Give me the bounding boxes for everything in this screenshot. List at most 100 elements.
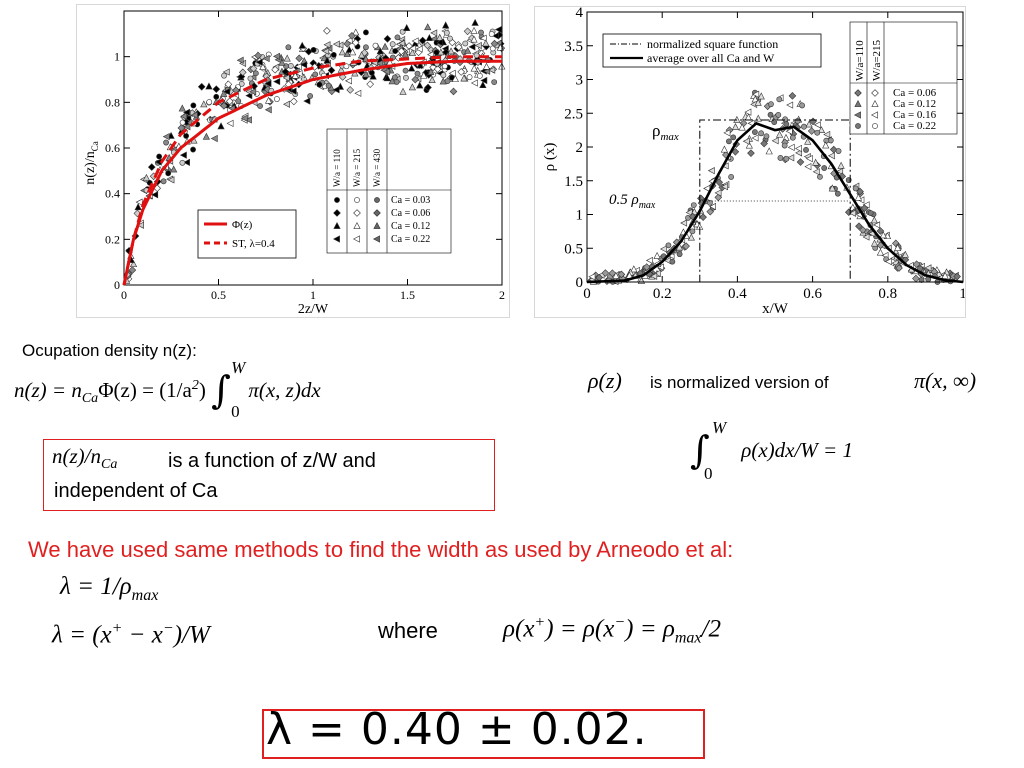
left-data-point: [430, 29, 438, 37]
left-data-point: [222, 68, 230, 76]
left-legend-marker: [354, 197, 360, 203]
right-data-point: [799, 102, 806, 109]
right-data-point: [682, 242, 690, 250]
left-data-point: [482, 62, 491, 70]
left-data-point: [376, 47, 384, 55]
left-legend-marker: [352, 235, 360, 243]
left-ticks: 0 0.5 1 1.5 2 0 0.2 0.4 0.6 0.8 1: [105, 11, 505, 302]
left-data-point: [249, 88, 257, 96]
left-data-point: [278, 58, 286, 66]
right-xlabel: x/W: [762, 301, 789, 317]
right-data-point: [856, 187, 864, 196]
right-data-point: [775, 130, 784, 138]
right-data-point: [794, 144, 802, 153]
right-data-point: [854, 193, 863, 201]
left-data-point: [247, 75, 254, 82]
left-ytick-label: 1: [114, 50, 120, 64]
pi-inf-expression: π(x, ∞): [914, 368, 977, 393]
right-data-point: [876, 227, 885, 235]
left-data-point: [147, 163, 156, 171]
left-data-point: [479, 81, 487, 89]
right-legend-markers: [853, 89, 879, 129]
right-data-point: [814, 129, 821, 136]
legend-phi-label: Φ(z): [232, 219, 253, 231]
right-ytick-label: 3.5: [564, 39, 583, 55]
left-data-point: [165, 170, 172, 177]
left-data-point: [212, 85, 221, 93]
left-data-point: [298, 41, 306, 49]
right-data-point: [760, 139, 768, 148]
left-data-point: [474, 41, 482, 50]
right-ytick-label: 0.5: [564, 241, 583, 257]
right-legend-marker: [854, 99, 862, 107]
left-data-point: [363, 29, 369, 36]
right-ylabel: ρ (x): [542, 143, 558, 172]
left-data-point: [415, 45, 423, 53]
left-data-point: [206, 99, 213, 105]
right-data-point: [601, 269, 610, 277]
right-data-point: [730, 134, 737, 141]
right-data-point: [714, 189, 722, 197]
right-data-point: [645, 256, 653, 265]
right-data-point: [835, 148, 842, 154]
left-data-point: [190, 102, 197, 109]
left-data-point: [220, 102, 228, 110]
right-data-point: [783, 155, 790, 162]
right-chart: 0 0.2 0.4 0.6 0.8 1 0 0.5 1 1.5 2 2.5 3 3.5 4 x/W ρ (x…: [534, 5, 967, 318]
left-data-point: [343, 40, 352, 48]
left-data-point: [478, 29, 484, 36]
right-data-point: [675, 243, 684, 251]
right-data-point: [777, 155, 784, 161]
left-data-point: [322, 47, 330, 55]
left-data-point: [451, 74, 459, 82]
left-data-point: [423, 41, 432, 50]
right-line-legend: [602, 33, 822, 68]
left-data-point: [408, 44, 416, 53]
left-data-point: [470, 79, 478, 87]
right-data-point: [817, 126, 826, 134]
left-data-point: [332, 40, 340, 48]
right-xtick-label: 1: [959, 286, 965, 302]
right-data-point: [752, 129, 758, 135]
right-data-point: [706, 199, 713, 206]
left-data-point: [295, 54, 304, 63]
left-data-point: [372, 42, 379, 49]
left-data-point: [273, 77, 281, 86]
right-data-point: [689, 228, 696, 235]
right-data-point: [785, 127, 793, 135]
left-data-point: [466, 74, 473, 81]
left-data-point: [221, 72, 227, 79]
left-data-point: [447, 47, 455, 55]
left-data-point: [428, 76, 436, 83]
left-data-point: [402, 67, 409, 74]
right-data-point: [757, 92, 765, 100]
left-xtick-label: 0: [121, 288, 127, 302]
left-data-point: [310, 47, 317, 53]
left-data-point: [345, 45, 353, 53]
right-data-point: [781, 142, 788, 149]
right-data-point: [879, 231, 887, 239]
right-data-point: [783, 121, 790, 128]
left-data-point: [255, 58, 263, 66]
left-data-point: [182, 108, 190, 116]
left-data-point: [391, 74, 398, 81]
left-legend-marker: [332, 235, 340, 243]
right-data-point: [895, 264, 903, 272]
left-data-point: [363, 44, 369, 51]
left-data-point: [492, 32, 499, 40]
left-data-point: [490, 39, 499, 48]
right-data-point: [747, 149, 755, 157]
right-data-point: [873, 221, 881, 229]
left-ytick-label: 0: [114, 278, 120, 292]
right-data-point: [726, 138, 732, 145]
left-legend-marker: [353, 221, 361, 229]
left-ytick-label: 0.4: [105, 187, 120, 201]
right-data-point: [787, 143, 795, 152]
left-legend-marker: [333, 221, 341, 229]
right-data-point: [803, 146, 809, 153]
lambda-equation-2: λ = (x+ − x−)/W: [52, 620, 210, 649]
left-data-point: [254, 51, 262, 60]
left-data-point: [462, 40, 469, 47]
right-xtick-label: 0.2: [653, 286, 672, 302]
left-data-point: [457, 68, 466, 76]
